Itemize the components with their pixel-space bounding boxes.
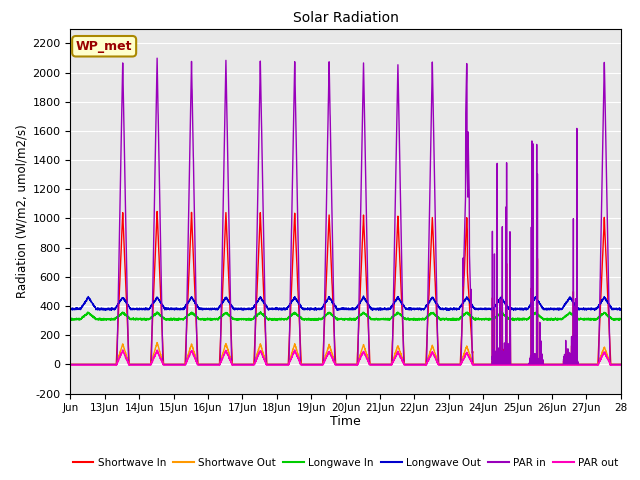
Shortwave Out bbox=[396, 347, 403, 353]
PAR out bbox=[538, 362, 545, 368]
PAR in bbox=[67, 361, 74, 367]
Longwave In bbox=[67, 315, 74, 321]
Longwave In bbox=[538, 315, 546, 321]
Shortwave Out bbox=[153, 340, 161, 346]
Shortwave In bbox=[153, 209, 161, 215]
Longwave In bbox=[617, 316, 625, 322]
Longwave Out bbox=[67, 306, 74, 312]
Longwave Out bbox=[360, 293, 367, 299]
Text: WP_met: WP_met bbox=[76, 40, 132, 53]
Shortwave In bbox=[396, 249, 403, 255]
Longwave Out bbox=[366, 304, 374, 310]
Longwave In bbox=[180, 315, 188, 321]
Shortwave Out bbox=[366, 361, 374, 367]
X-axis label: Time: Time bbox=[330, 415, 361, 428]
PAR out bbox=[524, 362, 531, 368]
Longwave In bbox=[511, 318, 518, 324]
Shortwave Out bbox=[538, 361, 545, 367]
Y-axis label: Radiation (W/m2, umol/m2/s): Radiation (W/m2, umol/m2/s) bbox=[15, 124, 28, 298]
PAR out bbox=[607, 362, 614, 368]
PAR out bbox=[67, 362, 74, 368]
Longwave Out bbox=[180, 305, 188, 311]
PAR in bbox=[180, 361, 188, 367]
PAR in bbox=[366, 361, 374, 367]
Longwave In bbox=[524, 316, 531, 322]
PAR out bbox=[366, 362, 374, 368]
Shortwave Out bbox=[497, 361, 504, 367]
Longwave Out bbox=[396, 297, 403, 303]
Line: Longwave Out: Longwave Out bbox=[70, 296, 621, 310]
Shortwave In bbox=[524, 361, 531, 367]
PAR in bbox=[617, 361, 625, 367]
Longwave Out bbox=[524, 306, 531, 312]
Longwave In bbox=[396, 311, 403, 317]
Line: Longwave In: Longwave In bbox=[70, 312, 621, 321]
Longwave In bbox=[257, 309, 264, 314]
PAR out bbox=[497, 362, 504, 368]
PAR in bbox=[497, 354, 504, 360]
Shortwave Out bbox=[67, 361, 74, 367]
PAR in bbox=[524, 361, 531, 367]
Shortwave In bbox=[366, 361, 374, 367]
PAR in bbox=[153, 55, 161, 61]
Longwave Out bbox=[102, 307, 109, 313]
Title: Solar Radiation: Solar Radiation bbox=[292, 11, 399, 25]
Line: PAR in: PAR in bbox=[70, 58, 621, 364]
Longwave In bbox=[366, 315, 374, 321]
Shortwave In bbox=[67, 361, 74, 367]
Longwave Out bbox=[538, 303, 546, 309]
Shortwave In bbox=[497, 357, 504, 362]
Line: Shortwave Out: Shortwave Out bbox=[70, 343, 621, 364]
PAR out bbox=[617, 362, 625, 368]
PAR out bbox=[119, 347, 127, 353]
Longwave Out bbox=[497, 295, 504, 300]
Longwave In bbox=[497, 310, 504, 316]
Longwave Out bbox=[617, 307, 625, 312]
PAR out bbox=[180, 362, 188, 368]
Legend: Shortwave In, Shortwave Out, Longwave In, Longwave Out, PAR in, PAR out: Shortwave In, Shortwave Out, Longwave In… bbox=[68, 454, 623, 472]
Line: Shortwave In: Shortwave In bbox=[70, 212, 621, 364]
Shortwave Out bbox=[180, 361, 188, 367]
PAR in bbox=[538, 359, 545, 364]
Line: PAR out: PAR out bbox=[70, 350, 621, 365]
PAR out bbox=[396, 352, 403, 358]
Shortwave In bbox=[617, 361, 625, 367]
Shortwave Out bbox=[617, 361, 625, 367]
Shortwave In bbox=[180, 361, 188, 367]
PAR in bbox=[396, 142, 403, 147]
Shortwave In bbox=[538, 360, 545, 365]
Shortwave Out bbox=[524, 361, 531, 367]
